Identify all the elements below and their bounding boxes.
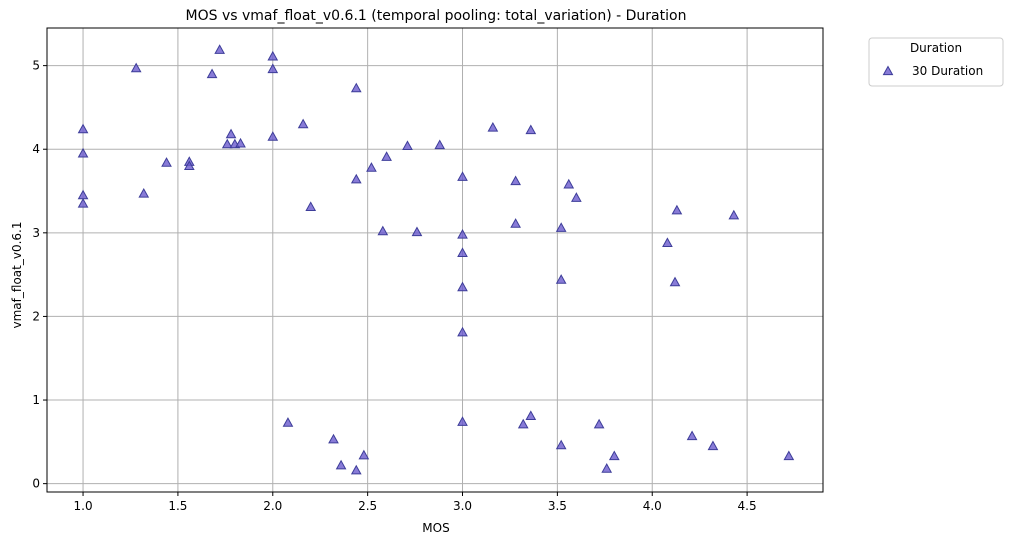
data-point-triangle [381,151,392,161]
y-tick-label: 1 [32,393,40,407]
data-point-triangle [525,124,537,135]
data-point-triangle [183,160,195,171]
data-point-triangle [608,450,620,461]
y-tick-label: 4 [32,142,40,156]
data-point-triangle [593,418,605,429]
data-point-triangle [225,128,237,139]
data-point-triangle [662,237,673,247]
data-point-triangle [457,171,468,181]
data-point-triangle [214,44,226,54]
data-point-triangle [402,140,413,150]
legend-title: Duration [910,41,962,55]
data-point-triangle [328,433,339,444]
data-point-triangle [563,178,575,189]
data-point-triangle [570,192,582,202]
data-point-triangle [669,276,681,287]
data-point-triangle [235,137,246,148]
chart-title: MOS vs vmaf_float_v0.6.1 (temporal pooli… [186,8,687,24]
y-axis: 0 1 2 3 4 5 [32,59,47,491]
data-point-triangle [358,449,370,460]
data-point-triangle [555,222,567,232]
plot-area [47,28,823,492]
data-point-triangle [267,63,279,74]
data-point-triangle [457,228,468,239]
y-tick-label: 5 [32,59,40,73]
data-point-triangle [297,118,309,129]
y-tick-label: 0 [32,477,40,491]
data-point-triangle [555,439,567,450]
data-point-triangle [411,226,423,237]
data-point-triangle [707,440,719,451]
data-point-triangle [487,121,499,132]
data-point-triangle [267,131,279,141]
data-point-triangle [686,430,698,441]
data-point-triangle [161,157,172,167]
data-point-triangle [267,50,279,61]
data-point-triangle [457,281,468,292]
data-point-triangle [510,218,521,228]
x-tick-label: 1.5 [168,499,187,513]
y-tick-label: 2 [32,309,40,323]
data-point-triangle [434,139,446,150]
x-tick-label: 3.5 [548,499,567,513]
data-point-triangle [457,416,468,426]
data-point-triangle [221,138,233,149]
x-tick-label: 4.0 [643,499,662,513]
data-point-triangle [366,162,377,172]
y-axis-label: vmaf_float_v0.6.1 [10,222,24,329]
y-tick-label: 3 [32,226,40,240]
data-point-triangle [457,326,468,337]
plot-frame [46,27,824,493]
data-point-triangle [350,173,362,184]
x-tick-label: 4.5 [738,499,757,513]
x-tick-label: 2.5 [358,499,377,513]
data-point-triangle [525,410,537,421]
data-point-triangle [350,82,362,93]
data-point-triangle [77,147,89,158]
data-point-triangle [555,274,567,284]
grid-lines [47,28,823,492]
data-point-triangle [335,459,347,470]
data-point-triangle [130,62,142,73]
x-axis: 1.0 1.5 2.0 2.5 3.0 3.5 4.0 4.5 [74,492,757,513]
data-point-triangle [377,225,389,236]
data-point-triangle [77,198,89,208]
data-point-triangle [206,68,218,79]
legend: Duration 30 Duration [868,37,1004,87]
data-point-triangle [517,418,529,429]
x-tick-label: 3.0 [453,499,472,513]
data-point-triangle [282,417,294,427]
x-tick-label: 2.0 [263,499,282,513]
x-axis-label: MOS [422,521,449,535]
data-point-triangle [350,464,362,475]
data-point-triangle [138,188,150,198]
data-point-triangle [728,209,740,220]
legend-marker-triangle [882,65,894,76]
data-point-triangle [510,175,521,186]
x-tick-label: 1.0 [74,499,93,513]
legend-entry-label: 30 Duration [912,64,983,78]
data-point-triangle [783,450,795,461]
legend-box [868,37,1004,87]
data-point-triangle [601,463,613,473]
data-point-triangle [671,204,683,215]
data-point-triangle [457,247,468,257]
data-point-triangle [305,201,317,212]
data-point-triangle [77,123,89,134]
data-points [77,44,795,475]
